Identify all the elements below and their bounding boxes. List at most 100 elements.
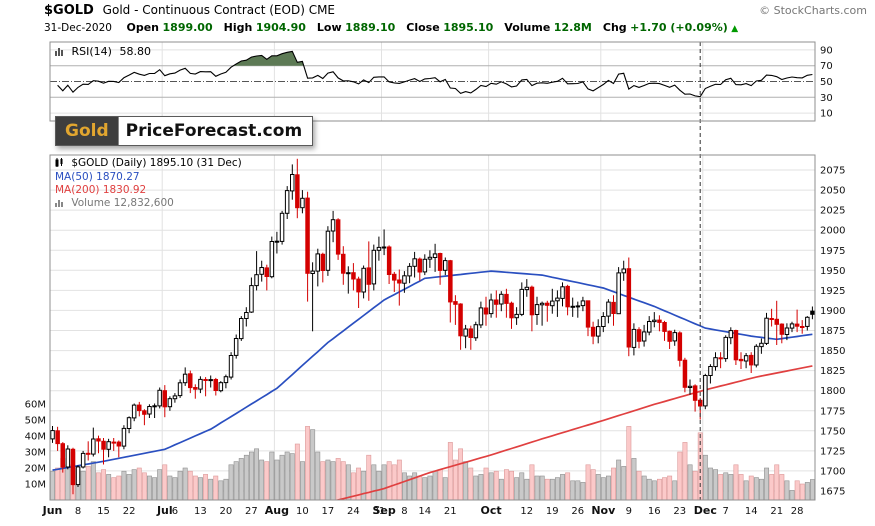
svg-text:Jul: Jul xyxy=(156,504,173,517)
svg-text:31: 31 xyxy=(373,506,386,517)
legend-ma50: MA(50) 1870.27 xyxy=(55,171,140,183)
chart-date: 31-Dec-2020 xyxy=(44,22,112,34)
rsi-line xyxy=(57,50,813,98)
svg-text:1775: 1775 xyxy=(820,406,845,417)
chart-header: $GOLD Gold - Continuous Contract (EOD) C… xyxy=(44,3,869,18)
svg-text:20: 20 xyxy=(220,506,233,517)
svg-text:15: 15 xyxy=(97,506,110,517)
svg-text:10M: 10M xyxy=(25,480,46,491)
svg-text:90: 90 xyxy=(820,45,833,56)
svg-text:1750: 1750 xyxy=(820,426,845,437)
svg-text:7: 7 xyxy=(723,506,729,517)
svg-text:50M: 50M xyxy=(25,416,46,427)
volume-icon xyxy=(55,198,64,211)
svg-text:8: 8 xyxy=(75,506,81,517)
legend-volume: Volume 12,832,600 xyxy=(71,197,174,209)
chart-type-icon xyxy=(55,158,64,171)
watermark: Gold PriceForecast.com xyxy=(55,116,314,146)
rsi-value: 58.80 xyxy=(119,45,151,58)
svg-text:28: 28 xyxy=(791,506,804,517)
legend-volume-row: Volume 12,832,600 xyxy=(55,197,242,211)
svg-text:12: 12 xyxy=(520,506,533,517)
svg-text:Sep: Sep xyxy=(372,504,395,517)
svg-text:27: 27 xyxy=(245,506,258,517)
price-pane-border xyxy=(49,154,816,501)
svg-text:30: 30 xyxy=(820,93,833,104)
svg-text:2075: 2075 xyxy=(820,166,845,177)
rsi-legend: RSI(14) 58.80 xyxy=(55,45,151,59)
svg-text:24: 24 xyxy=(347,506,360,517)
svg-text:14: 14 xyxy=(418,506,431,517)
svg-text:1675: 1675 xyxy=(820,487,845,498)
svg-text:Oct: Oct xyxy=(481,504,502,517)
svg-text:1850: 1850 xyxy=(820,346,845,357)
watermark-gold: Gold xyxy=(56,117,118,145)
legend-main-row: $GOLD (Daily) 1895.10 (31 Dec) xyxy=(55,157,242,171)
svg-text:22: 22 xyxy=(123,506,136,517)
svg-text:21: 21 xyxy=(444,506,457,517)
svg-text:23: 23 xyxy=(673,506,686,517)
ma50-line xyxy=(52,270,813,471)
svg-text:16: 16 xyxy=(648,506,661,517)
svg-text:50: 50 xyxy=(820,77,833,88)
svg-text:1950: 1950 xyxy=(820,266,845,277)
svg-text:Jun: Jun xyxy=(42,504,63,517)
svg-text:10: 10 xyxy=(820,109,833,120)
quote-field-high: High 1904.90 xyxy=(223,21,306,34)
svg-text:13: 13 xyxy=(194,506,207,517)
svg-text:Nov: Nov xyxy=(591,504,616,517)
svg-text:10: 10 xyxy=(296,506,309,517)
svg-text:Aug: Aug xyxy=(265,504,289,517)
svg-text:1800: 1800 xyxy=(820,386,845,397)
svg-text:1900: 1900 xyxy=(820,306,845,317)
svg-text:Dec: Dec xyxy=(694,504,717,517)
svg-text:9: 9 xyxy=(626,506,632,517)
legend-main: $GOLD (Daily) 1895.10 (31 Dec) xyxy=(71,157,242,169)
main-legend: $GOLD (Daily) 1895.10 (31 Dec) MA(50) 18… xyxy=(55,157,242,211)
svg-text:26: 26 xyxy=(571,506,584,517)
candlesticks xyxy=(50,158,815,495)
quote-line: 31-Dec-2020 Open 1899.00 High 1904.90 Low … xyxy=(44,21,869,34)
quote-fields: Open 1899.00 High 1904.90 Low 1889.10 Close… xyxy=(115,21,738,34)
svg-text:17: 17 xyxy=(322,506,335,517)
volume-axis: 10M 20M 30M 40M 50M 60M xyxy=(25,400,46,491)
svg-text:21: 21 xyxy=(770,506,783,517)
rsi-label: RSI(14) xyxy=(71,45,112,58)
svg-text:40M: 40M xyxy=(25,432,46,443)
chart-title: Gold - Continuous Contract (EOD) CME xyxy=(102,3,336,17)
source-credit: © StockCharts.com xyxy=(759,4,867,17)
svg-text:70: 70 xyxy=(820,61,833,72)
svg-text:1875: 1875 xyxy=(820,326,845,337)
svg-text:1725: 1725 xyxy=(820,446,845,457)
svg-text:30M: 30M xyxy=(25,448,46,459)
rsi-pane-border xyxy=(49,41,816,122)
svg-text:1925: 1925 xyxy=(820,286,845,297)
symbol: $GOLD xyxy=(44,3,94,18)
svg-text:2025: 2025 xyxy=(820,206,845,217)
svg-text:1975: 1975 xyxy=(820,246,845,257)
quote-field-chg: Chg +1.70 (+0.09%) ▲ xyxy=(602,21,739,34)
quote-field-low: Low 1889.10 xyxy=(316,21,396,34)
rsi-axis: 10 30 50 70 90 xyxy=(50,45,833,120)
watermark-site: PriceForecast.com xyxy=(117,117,313,145)
svg-text:19: 19 xyxy=(546,506,559,517)
quote-field-open: Open 1899.00 xyxy=(126,21,213,34)
svg-text:60M: 60M xyxy=(25,400,46,411)
svg-text:1825: 1825 xyxy=(820,366,845,377)
indicator-icon xyxy=(55,46,64,59)
svg-text:20M: 20M xyxy=(25,464,46,475)
svg-text:1700: 1700 xyxy=(820,466,845,477)
quote-field-volume: Volume 12.8M xyxy=(504,21,592,34)
svg-text:2050: 2050 xyxy=(820,186,845,197)
svg-text:14: 14 xyxy=(745,506,758,517)
ma200-line xyxy=(334,365,813,500)
legend-ma200: MA(200) 1830.92 xyxy=(55,184,147,196)
price-axis: 1675 1700 1725 1750 1775 1800 1825 1850 1875 1900… xyxy=(50,166,845,498)
svg-text:6: 6 xyxy=(172,506,178,517)
svg-text:8: 8 xyxy=(401,506,407,517)
quote-field-close: Close 1895.10 xyxy=(406,21,494,34)
svg-text:2000: 2000 xyxy=(820,226,845,237)
